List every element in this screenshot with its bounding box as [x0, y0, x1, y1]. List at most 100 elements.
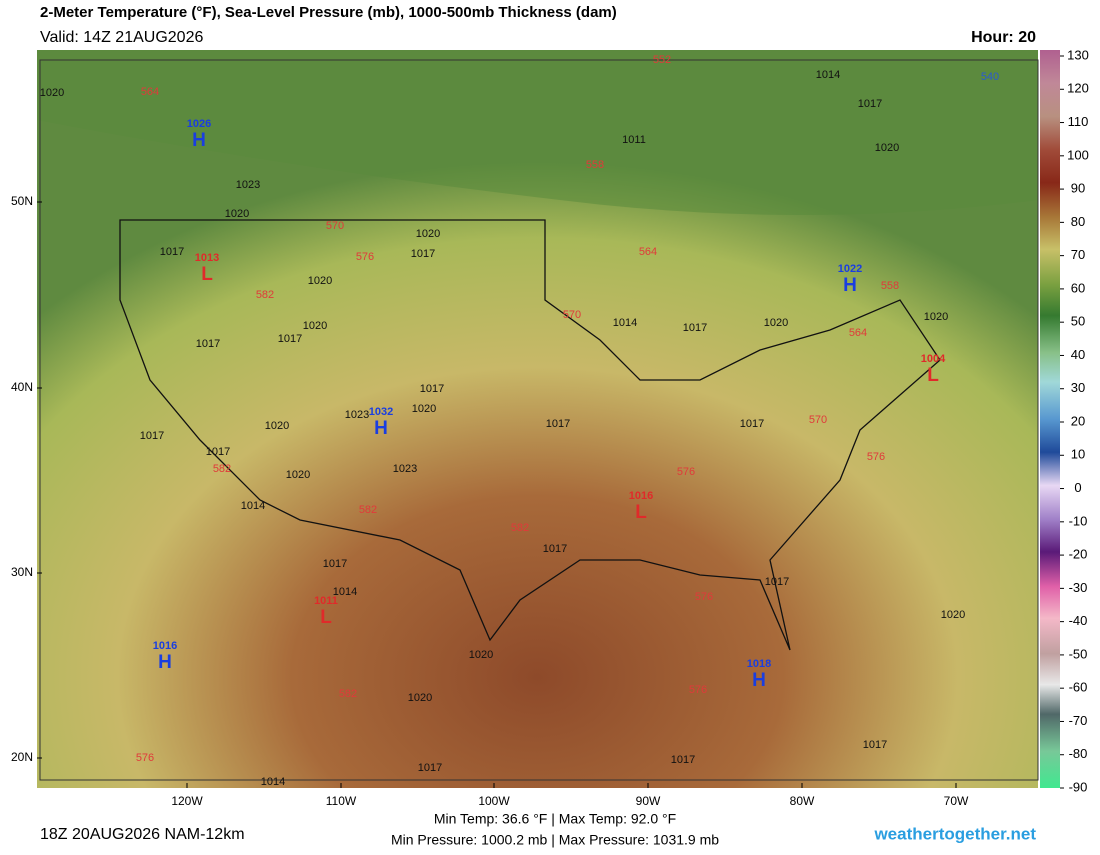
colorbar-tick-label: 20: [1071, 413, 1085, 428]
thickness-label: 552: [653, 54, 671, 66]
isobar-label: 1017: [543, 543, 567, 555]
temp-range: Min Temp: 36.6 °F | Max Temp: 92.0 °F: [434, 811, 676, 827]
isobar-label: 1014: [333, 586, 357, 598]
pressure-symbol: H: [752, 670, 766, 691]
isobar-label: 1020: [408, 692, 432, 704]
thickness-label: 582: [256, 289, 274, 301]
lon-label: 110W: [326, 794, 357, 808]
model-run: 18Z 20AUG2026 NAM-12km: [40, 826, 245, 843]
thickness-label: 570: [326, 220, 344, 232]
thickness-label: 582: [213, 463, 231, 475]
pressure-range: Min Pressure: 1000.2 mb | Max Pressure: …: [391, 832, 719, 848]
pressure-value: 1018: [747, 658, 771, 670]
lat-label: 20N: [11, 750, 33, 764]
pressure-symbol: L: [320, 607, 332, 628]
colorbar-tick-label: 50: [1071, 314, 1085, 329]
lon-label: 70W: [944, 794, 969, 808]
thickness-label: 576: [356, 251, 374, 263]
valid-time: Valid: 14Z 21AUG2026: [40, 29, 203, 46]
isobar-label: 1020: [412, 403, 436, 415]
colorbar-tick-label: 60: [1071, 280, 1085, 295]
colorbar: [1040, 50, 1060, 788]
title: 2-Meter Temperature (°F), Sea-Level Pres…: [40, 4, 617, 21]
thickness-label: 564: [849, 327, 867, 339]
pressure-value: 1026: [187, 118, 211, 130]
thickness-label: 576: [867, 451, 885, 463]
isobar-label: 1017: [278, 333, 302, 345]
colorbar-tick-label: 30: [1071, 380, 1085, 395]
isobar-label: 1017: [206, 446, 230, 458]
pressure-value: 1004: [921, 353, 946, 365]
isobar-label: 1017: [863, 739, 887, 751]
lat-label: 30N: [11, 565, 33, 579]
pressure-symbol: L: [927, 365, 939, 386]
isobar-label: 1020: [941, 609, 965, 621]
isobar-label: 1017: [160, 246, 184, 258]
colorbar-tick-label: 10: [1071, 447, 1085, 462]
isobar-label: 1014: [816, 69, 840, 81]
pressure-symbol: H: [843, 275, 857, 296]
lon-label: 120W: [171, 794, 203, 808]
pressure-value: 1022: [838, 263, 862, 275]
isobar-label: 1020: [265, 420, 289, 432]
colorbar-tick-label: -40: [1069, 613, 1088, 628]
isobar-label: 1014: [241, 500, 265, 512]
pressure-symbol: L: [635, 502, 647, 523]
isobar-label: 1017: [411, 248, 435, 260]
northern-cool-area: [37, 50, 1038, 215]
colorbar-tick-label: -10: [1069, 513, 1088, 528]
colorbar-tick-label: 70: [1071, 247, 1085, 262]
pressure-value: 1016: [153, 640, 177, 652]
forecast-hour: Hour: 20: [971, 29, 1036, 46]
isobar-label: 1020: [308, 275, 332, 287]
isobar-label: 1017: [546, 418, 570, 430]
colorbar-tick-label: -50: [1069, 646, 1088, 661]
colorbar-tick-label: 100: [1067, 147, 1089, 162]
isobar-label: 1017: [323, 558, 347, 570]
colorbar-tick-label: 80: [1071, 214, 1085, 229]
isobar-label: 1020: [286, 469, 310, 481]
colorbar-tick-label: 0: [1074, 480, 1081, 495]
isobar-label: 1014: [613, 317, 637, 329]
thickness-label: 570: [809, 414, 827, 426]
thickness-label: 564: [141, 86, 159, 98]
coastline-outline: [119, 219, 941, 651]
isobar-label: 1011: [622, 134, 646, 146]
pressure-symbol: H: [158, 652, 172, 673]
colorbar-tick-label: 130: [1067, 47, 1089, 62]
isobar-label: 1017: [418, 762, 442, 774]
colorbar-tick-label: -20: [1069, 547, 1088, 562]
thickness-label: 576: [689, 684, 707, 696]
thickness-label: 558: [586, 159, 604, 171]
isobar-label: 1020: [416, 228, 440, 240]
lat-label: 40N: [11, 380, 33, 394]
isobar-label: 1017: [858, 98, 882, 110]
lon-label: 80W: [790, 794, 815, 808]
isobar-label: 1017: [740, 418, 764, 430]
isobar-label: 1014: [261, 776, 285, 788]
thickness-label: 576: [677, 466, 695, 478]
isobar-label: 1020: [764, 317, 788, 329]
colorbar-tick-label: -70: [1069, 713, 1088, 728]
isobar-label: 1020: [40, 87, 64, 99]
lon-label: 100W: [478, 794, 510, 808]
pressure-symbol: L: [201, 264, 213, 285]
pressure-value: 1013: [195, 252, 219, 264]
site-credit: weathertogether.net: [873, 824, 1036, 843]
thickness-label: 564: [639, 246, 657, 258]
map-frame: [39, 59, 1039, 781]
isobar-label: 1023: [236, 179, 260, 191]
isobar-label: 1020: [225, 208, 249, 220]
thickness-label: 576: [695, 591, 713, 603]
thickness-label: 558: [881, 280, 899, 292]
colorbar-tick-label: -60: [1069, 680, 1088, 695]
colorbar-tick-label: -90: [1069, 779, 1088, 794]
isobar-label: 1020: [469, 649, 493, 661]
isobar-label: 1017: [765, 576, 789, 588]
colorbar-tick-label: -80: [1069, 746, 1088, 761]
isobar-label: 1023: [345, 409, 369, 421]
isobar-label: 1020: [303, 320, 327, 332]
pressure-value: 1032: [369, 406, 393, 418]
lat-label: 50N: [11, 194, 33, 208]
